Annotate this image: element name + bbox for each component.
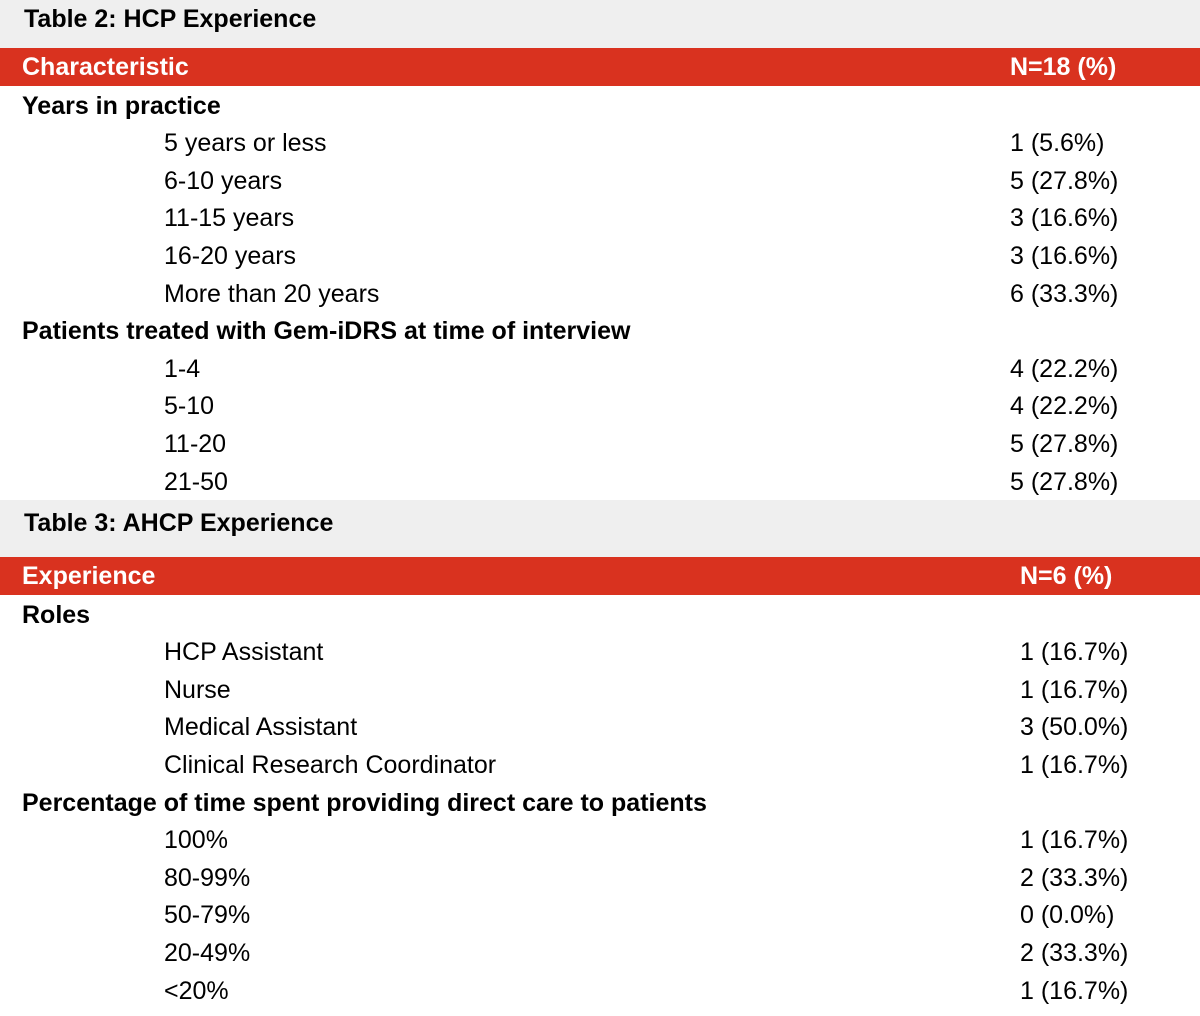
row-label: 5 years or less xyxy=(164,129,327,158)
group-label: Patients treated with Gem-iDRS at time o… xyxy=(22,317,631,346)
row-label: 20-49% xyxy=(164,938,251,967)
table-title: Table 3: AHCP Experience xyxy=(24,509,334,537)
column-header: Experience xyxy=(22,561,156,590)
row-label: 11-20 xyxy=(164,429,227,458)
row-value: 3 (16.6%) xyxy=(1010,241,1119,270)
row-label: 5-10 xyxy=(164,392,215,421)
group-label: Roles xyxy=(22,600,91,629)
row-value: 5 (27.8%) xyxy=(1010,166,1119,195)
row-value: 1 (5.6%) xyxy=(1010,129,1105,158)
row-label: <20% xyxy=(164,976,229,1005)
row-label: 16-20 years xyxy=(164,241,297,270)
row-value: 1 (16.7%) xyxy=(1020,976,1129,1005)
row-value: 0 (0.0%) xyxy=(1020,901,1115,930)
row-value: 2 (33.3%) xyxy=(1020,938,1129,967)
row-label: 80-99% xyxy=(164,863,251,892)
row-label: Clinical Research Coordinator xyxy=(164,750,497,779)
title-bar xyxy=(0,500,1200,557)
row-label: 1-4 xyxy=(164,354,201,383)
row-value: 1 (16.7%) xyxy=(1020,675,1129,704)
row-label: 50-79% xyxy=(164,901,251,930)
row-value: 6 (33.3%) xyxy=(1010,279,1119,308)
row-label: 6-10 years xyxy=(164,166,283,195)
row-value: 5 (27.8%) xyxy=(1010,467,1119,496)
row-label: Nurse xyxy=(164,675,231,704)
row-value: 3 (50.0%) xyxy=(1020,713,1129,742)
row-value: 1 (16.7%) xyxy=(1020,826,1129,855)
column-header: N=18 (%) xyxy=(1010,52,1117,81)
row-label: 11-15 years xyxy=(164,204,295,233)
row-value: 2 (33.3%) xyxy=(1020,863,1129,892)
row-value: 4 (22.2%) xyxy=(1010,392,1119,421)
row-value: 1 (16.7%) xyxy=(1020,750,1129,779)
row-value: 5 (27.8%) xyxy=(1010,429,1119,458)
header-bar xyxy=(0,48,1200,86)
title-bar xyxy=(0,0,1200,48)
group-label: Percentage of time spent providing direc… xyxy=(22,788,707,817)
row-value: 1 (16.7%) xyxy=(1020,638,1129,667)
row-label: HCP Assistant xyxy=(164,638,324,667)
header-bar xyxy=(0,557,1200,595)
row-label: 100% xyxy=(164,826,228,855)
row-label: More than 20 years xyxy=(164,279,380,308)
row-value: 3 (16.6%) xyxy=(1010,204,1119,233)
column-header: Characteristic xyxy=(22,52,189,81)
column-header: N=6 (%) xyxy=(1020,561,1113,590)
table-title: Table 2: HCP Experience xyxy=(24,4,317,33)
row-value: 4 (22.2%) xyxy=(1010,354,1119,383)
group-label: Years in practice xyxy=(22,91,221,120)
row-label: 21-50 xyxy=(164,467,228,496)
row-label: Medical Assistant xyxy=(164,713,358,742)
